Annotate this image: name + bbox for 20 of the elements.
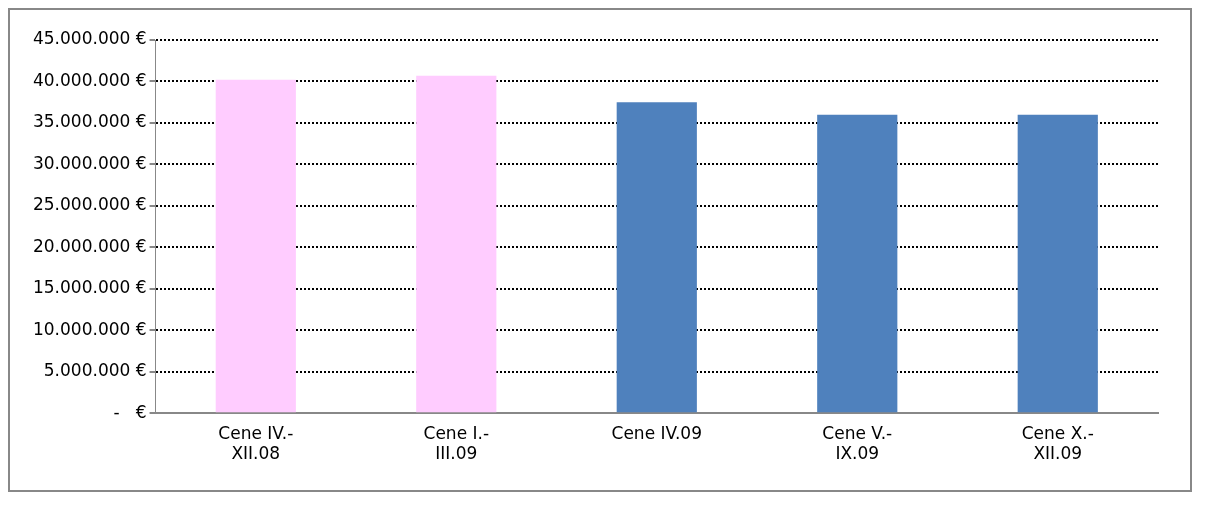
- bar: [416, 75, 497, 413]
- y-tick-label: - €: [113, 401, 147, 422]
- y-tick-label: 15.000.000 €: [32, 277, 147, 298]
- y-tick-label: 5.000.000 €: [43, 360, 147, 381]
- y-tick-label: 30.000.000 €: [32, 152, 147, 173]
- y-tick-label: 20.000.000 €: [32, 235, 147, 256]
- y-tick-label: 10.000.000 €: [32, 318, 147, 339]
- y-tick-label: 45.000.000 €: [32, 28, 147, 49]
- y-tick-label: 25.000.000 €: [32, 194, 147, 215]
- x-tick-label: Cene IV.- XII.08: [218, 422, 294, 464]
- bar: [215, 79, 296, 413]
- bar: [817, 114, 898, 413]
- x-tick-label: Cene X.- XII.09: [1021, 422, 1094, 464]
- y-tick-label: 35.000.000 €: [32, 111, 147, 132]
- x-tick-label: Cene IV.09: [611, 422, 703, 443]
- x-tick-label: Cene I.- III.09: [423, 422, 490, 464]
- bar: [1017, 114, 1098, 413]
- bar: [616, 102, 697, 413]
- x-tick-label: Cene V.- IX.09: [822, 422, 893, 464]
- y-tick-label: 40.000.000 €: [32, 69, 147, 90]
